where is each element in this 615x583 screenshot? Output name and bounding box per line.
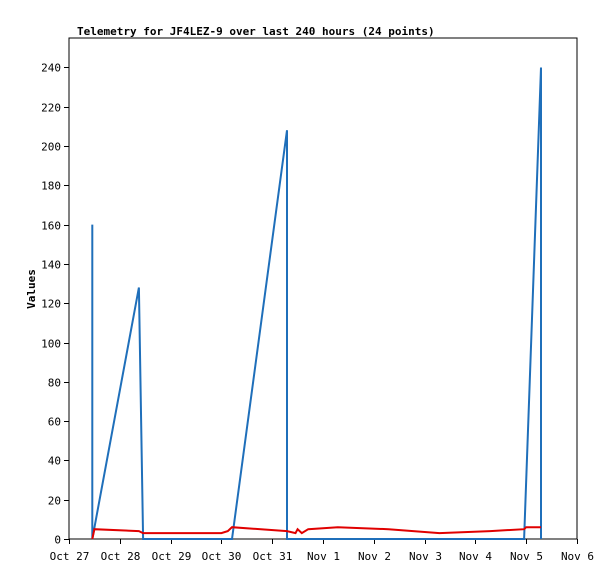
y-tick-label: 180 — [41, 180, 61, 193]
x-tick-label: Oct 28 — [101, 550, 141, 563]
y-tick-label: 200 — [41, 141, 61, 154]
y-tick-label: 160 — [41, 220, 61, 233]
x-tick-label: Nov 3 — [409, 550, 442, 563]
x-tick-label: Oct 30 — [202, 550, 242, 563]
axis-ticks: 0 20 40 60 80 100 120 140 160 180 200 220 240 Oct 27 O… — [41, 62, 594, 564]
series-line-1 — [91, 67, 542, 540]
x-tick-label: Oct 29 — [152, 550, 192, 563]
y-tick-label: 100 — [41, 338, 61, 351]
x-tick-label: Oct 31 — [253, 550, 293, 563]
x-tick-label: Nov 5 — [510, 550, 543, 563]
series-line-2 — [91, 526, 541, 540]
y-tick-label: 0 — [54, 534, 61, 547]
y-tick-label: 220 — [41, 102, 61, 115]
x-tick-label: Nov 1 — [307, 550, 340, 563]
x-tick-label: Nov 6 — [561, 550, 594, 563]
plot-frame — [68, 37, 578, 540]
series-layer — [91, 67, 542, 540]
y-tick-label: 20 — [48, 495, 61, 508]
x-tick-label: Oct 27 — [50, 550, 90, 563]
x-tick-label: Nov 4 — [459, 550, 492, 563]
y-axis-label: Values — [25, 269, 38, 309]
y-tick-label: 240 — [41, 62, 61, 75]
x-tick-label: Nov 2 — [358, 550, 391, 563]
y-tick-label: 120 — [41, 298, 61, 311]
y-tick-label: 40 — [48, 455, 61, 468]
chart-title: Telemetry for JF4LEZ-9 over last 240 hou… — [77, 25, 435, 38]
y-tick-label: 60 — [48, 416, 61, 429]
y-tick-label: 140 — [41, 259, 61, 272]
y-tick-label: 80 — [48, 377, 61, 390]
